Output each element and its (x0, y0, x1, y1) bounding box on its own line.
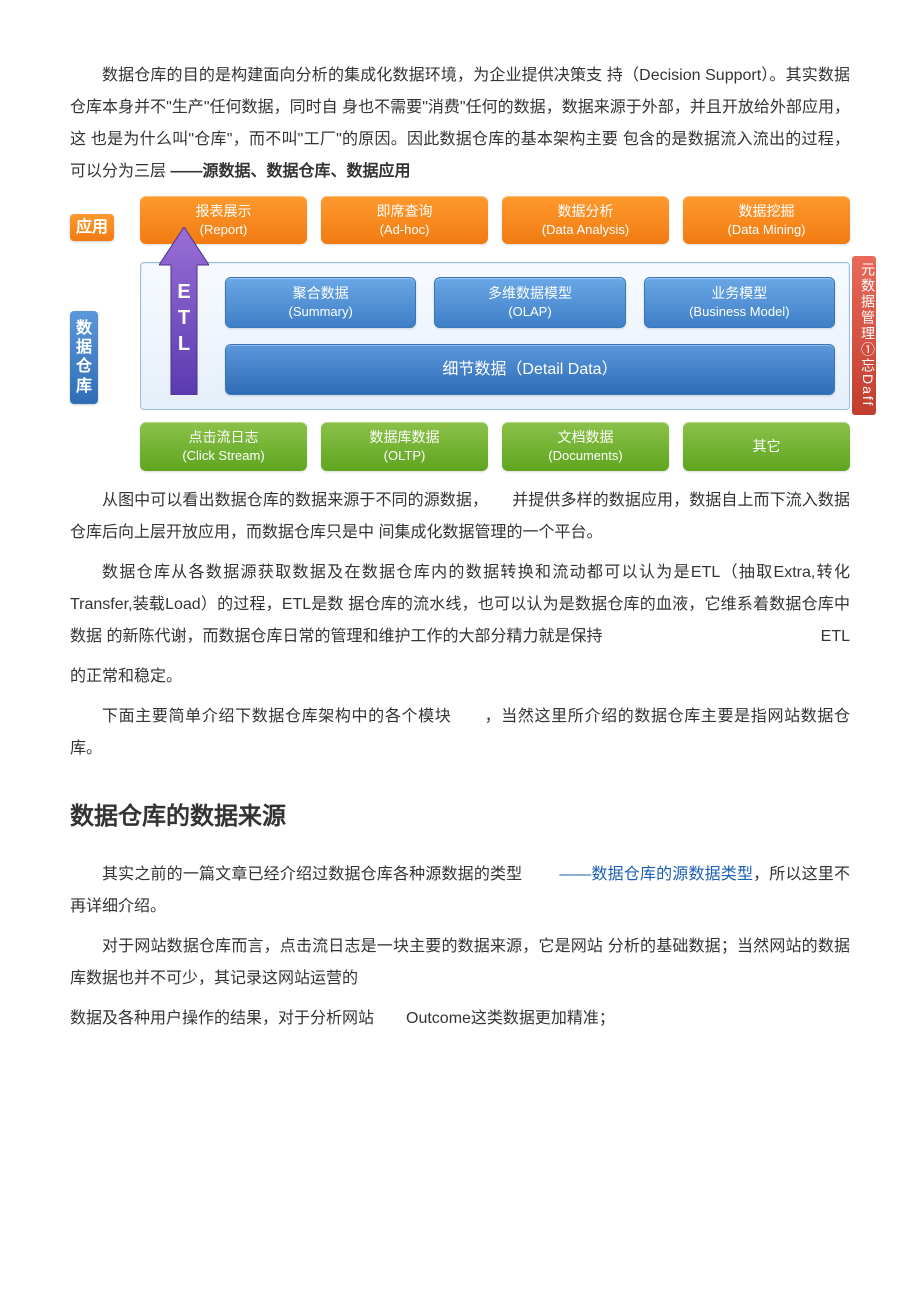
app-mining: 数据挖掘 (Data Mining) (683, 196, 850, 244)
para-modules: 下面主要简单介绍下数据仓库架构中的各个模块 ，当然这里所介绍的数据仓库主要是指网… (70, 701, 850, 765)
app-adhoc: 即席查询 (Ad-hoc) (321, 196, 488, 244)
src-oltp: 数据库数据 (OLTP) (321, 422, 488, 470)
dw-panel: ETL 聚合数据 (Summary) 多维数据模型 (OLAP) 业务模型 (B… (140, 262, 850, 410)
dw-summary: 聚合数据 (Summary) (225, 277, 416, 327)
side-label-dw: 数据仓库 (70, 311, 98, 404)
para-summary: 从图中可以看出数据仓库的数据来源于不同的源数据， 并提供多样的数据应用，数据自上… (70, 485, 850, 549)
dw-olap: 多维数据模型 (OLAP) (434, 277, 625, 327)
link-source-types[interactable]: ——数据仓库的源数据类型 (559, 866, 753, 883)
etl-label: ETL (159, 279, 209, 357)
para-source-intro: 其实之前的一篇文章已经介绍过数据仓库各种源数据的类型 ——数据仓库的源数据类型，… (70, 859, 850, 923)
dw-detail: 细节数据（Detail Data） (225, 344, 835, 396)
metadata-label: 元数据管理①忘Daff (852, 256, 876, 415)
intro-paragraph: 数据仓库的目的是构建面向分析的集成化数据环境，为企业提供决策支 持（Decisi… (70, 60, 850, 188)
dw-bizmodel: 业务模型 (Business Model) (644, 277, 835, 327)
dw-top-row: 聚合数据 (Summary) 多维数据模型 (OLAP) 业务模型 (Busin… (225, 277, 835, 327)
source-row: 点击流日志 (Click Stream) 数据库数据 (OLTP) 文档数据 (… (140, 422, 850, 470)
intro-highlight: ——源数据、数据仓库、数据应用 (170, 163, 410, 180)
section-heading-sources: 数据仓库的数据来源 (70, 793, 850, 841)
src-docs: 文档数据 (Documents) (502, 422, 669, 470)
side-label-app: 应用 (70, 214, 114, 241)
para-clicklog: 对于网站数据仓库而言，点击流日志是一块主要的数据来源，它是网站 分析的基础数据；… (70, 931, 850, 995)
para-etl: 数据仓库从各数据源获取数据及在数据仓库内的数据转换和流动都可以认为是ETL（抽取… (70, 557, 850, 653)
architecture-diagram: 应用 数据仓库 报表展示 (Report) 即席查询 (Ad-hoc) 数据分析… (70, 196, 850, 471)
etl-arrow: ETL (159, 227, 209, 395)
src-other: 其它 (683, 422, 850, 470)
app-layer-row: 报表展示 (Report) 即席查询 (Ad-hoc) 数据分析 (Data A… (140, 196, 850, 244)
para-etl-tail: 的正常和稳定。 (70, 661, 850, 693)
para-outcome: 数据及各种用户操作的结果，对于分析网站 Outcome这类数据更加精准； (70, 1003, 850, 1035)
dw-detail-row: 细节数据（Detail Data） (225, 344, 835, 396)
src-clickstream: 点击流日志 (Click Stream) (140, 422, 307, 470)
app-analysis: 数据分析 (Data Analysis) (502, 196, 669, 244)
